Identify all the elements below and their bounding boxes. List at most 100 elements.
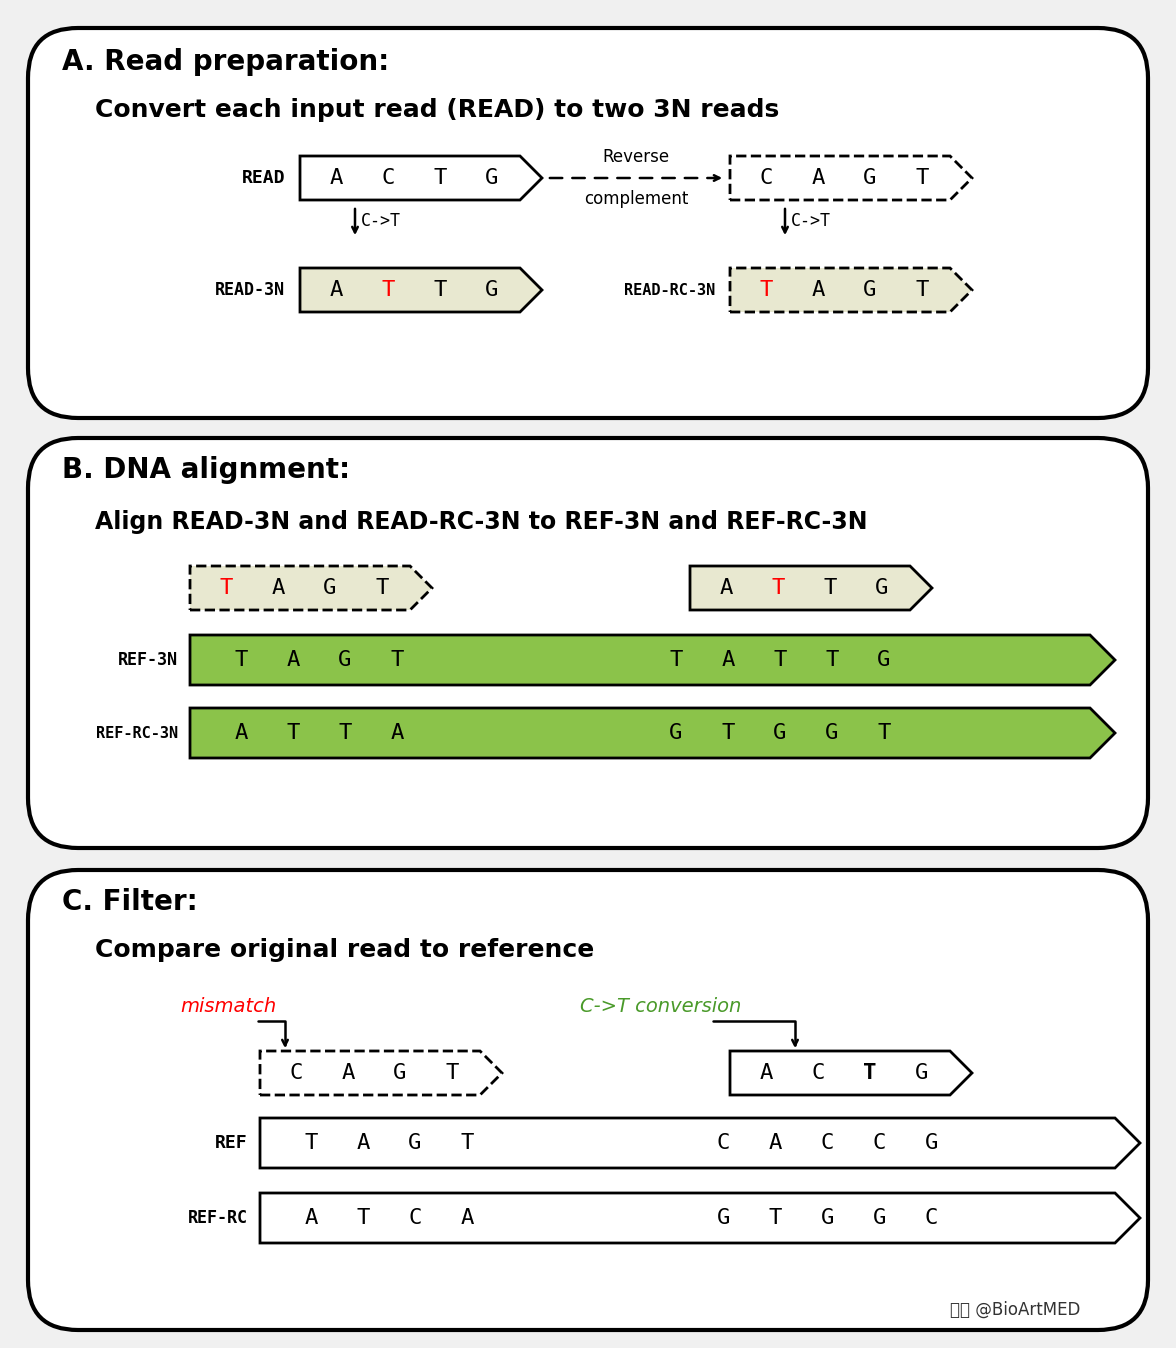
Text: T: T xyxy=(234,650,248,670)
Text: REF: REF xyxy=(215,1134,248,1153)
Text: G: G xyxy=(877,650,890,670)
Text: T: T xyxy=(669,650,683,670)
Text: A: A xyxy=(811,168,824,187)
Text: A: A xyxy=(460,1208,474,1228)
Text: T: T xyxy=(877,723,890,743)
Text: G: G xyxy=(863,280,876,301)
Text: T: T xyxy=(446,1064,459,1082)
Text: Reverse: Reverse xyxy=(602,148,669,166)
Text: T: T xyxy=(863,1064,876,1082)
Text: REF-RC-3N: REF-RC-3N xyxy=(96,725,178,740)
Polygon shape xyxy=(730,1051,973,1095)
Text: T: T xyxy=(460,1134,474,1153)
Text: G: G xyxy=(486,168,499,187)
Text: T: T xyxy=(339,723,352,743)
Text: G: G xyxy=(486,280,499,301)
Text: G: G xyxy=(821,1208,834,1228)
Text: G: G xyxy=(873,1208,887,1228)
Text: G: G xyxy=(323,578,336,599)
Polygon shape xyxy=(730,268,973,311)
Text: A: A xyxy=(390,723,403,743)
Text: complement: complement xyxy=(583,190,688,208)
Text: G: G xyxy=(339,650,352,670)
Text: G: G xyxy=(924,1134,938,1153)
FancyBboxPatch shape xyxy=(28,28,1148,418)
Text: C: C xyxy=(760,168,773,187)
Text: B. DNA alignment:: B. DNA alignment: xyxy=(62,456,350,484)
Text: A: A xyxy=(305,1208,318,1228)
Text: C: C xyxy=(821,1134,834,1153)
Text: G: G xyxy=(826,723,838,743)
Text: A: A xyxy=(234,723,248,743)
Text: T: T xyxy=(826,650,838,670)
Text: Compare original read to reference: Compare original read to reference xyxy=(95,938,594,962)
Text: C->T: C->T xyxy=(361,212,401,231)
Text: T: T xyxy=(375,578,389,599)
Text: G: G xyxy=(408,1134,422,1153)
Text: A: A xyxy=(272,578,285,599)
Text: T: T xyxy=(774,650,787,670)
Text: G: G xyxy=(393,1064,407,1082)
Text: G: G xyxy=(915,1064,929,1082)
Text: READ: READ xyxy=(241,168,285,187)
FancyBboxPatch shape xyxy=(28,869,1148,1330)
Text: mismatch: mismatch xyxy=(180,996,276,1015)
Text: C: C xyxy=(873,1134,887,1153)
Text: A: A xyxy=(720,578,733,599)
Text: T: T xyxy=(823,578,836,599)
Text: REF-3N: REF-3N xyxy=(118,651,178,669)
Polygon shape xyxy=(191,708,1115,758)
Text: READ-3N: READ-3N xyxy=(215,280,285,299)
Polygon shape xyxy=(191,566,432,611)
Text: T: T xyxy=(915,168,929,187)
Text: T: T xyxy=(381,280,395,301)
Text: C: C xyxy=(924,1208,938,1228)
Text: G: G xyxy=(863,168,876,187)
Text: Convert each input read (READ) to two 3N reads: Convert each input read (READ) to two 3N… xyxy=(95,98,780,123)
Text: A: A xyxy=(356,1134,369,1153)
Text: T: T xyxy=(356,1208,369,1228)
Text: T: T xyxy=(721,723,735,743)
FancyBboxPatch shape xyxy=(28,438,1148,848)
Text: T: T xyxy=(769,1208,782,1228)
Text: T: T xyxy=(433,280,447,301)
Text: C: C xyxy=(381,168,395,187)
Text: C: C xyxy=(408,1208,422,1228)
Text: A: A xyxy=(811,280,824,301)
Polygon shape xyxy=(260,1193,1140,1243)
Text: G: G xyxy=(717,1208,730,1228)
Text: C->T conversion: C->T conversion xyxy=(580,996,741,1015)
Text: C: C xyxy=(811,1064,824,1082)
Text: T: T xyxy=(390,650,403,670)
Text: A: A xyxy=(329,168,342,187)
Text: A: A xyxy=(286,650,300,670)
Text: A: A xyxy=(341,1064,355,1082)
Text: READ-RC-3N: READ-RC-3N xyxy=(623,283,715,298)
Text: G: G xyxy=(875,578,889,599)
Text: T: T xyxy=(760,280,773,301)
Text: Align READ-3N and READ-RC-3N to REF-3N and REF-RC-3N: Align READ-3N and READ-RC-3N to REF-3N a… xyxy=(95,510,868,534)
Text: C: C xyxy=(717,1134,730,1153)
Text: C. Filter:: C. Filter: xyxy=(62,888,198,917)
Polygon shape xyxy=(300,268,542,311)
Text: T: T xyxy=(286,723,300,743)
Text: A: A xyxy=(760,1064,773,1082)
Polygon shape xyxy=(260,1051,502,1095)
Text: C: C xyxy=(289,1064,302,1082)
Text: G: G xyxy=(774,723,787,743)
Text: T: T xyxy=(433,168,447,187)
Text: T: T xyxy=(219,578,233,599)
Text: 头条 @BioArtMED: 头条 @BioArtMED xyxy=(950,1301,1080,1318)
Text: T: T xyxy=(915,280,929,301)
Text: REF-RC: REF-RC xyxy=(188,1209,248,1227)
Text: T: T xyxy=(771,578,784,599)
Text: A: A xyxy=(769,1134,782,1153)
Polygon shape xyxy=(690,566,933,611)
Text: A: A xyxy=(329,280,342,301)
Polygon shape xyxy=(730,156,973,200)
Polygon shape xyxy=(191,635,1115,685)
Text: C->T: C->T xyxy=(791,212,831,231)
Text: T: T xyxy=(305,1134,318,1153)
Text: A: A xyxy=(721,650,735,670)
Polygon shape xyxy=(260,1117,1140,1167)
